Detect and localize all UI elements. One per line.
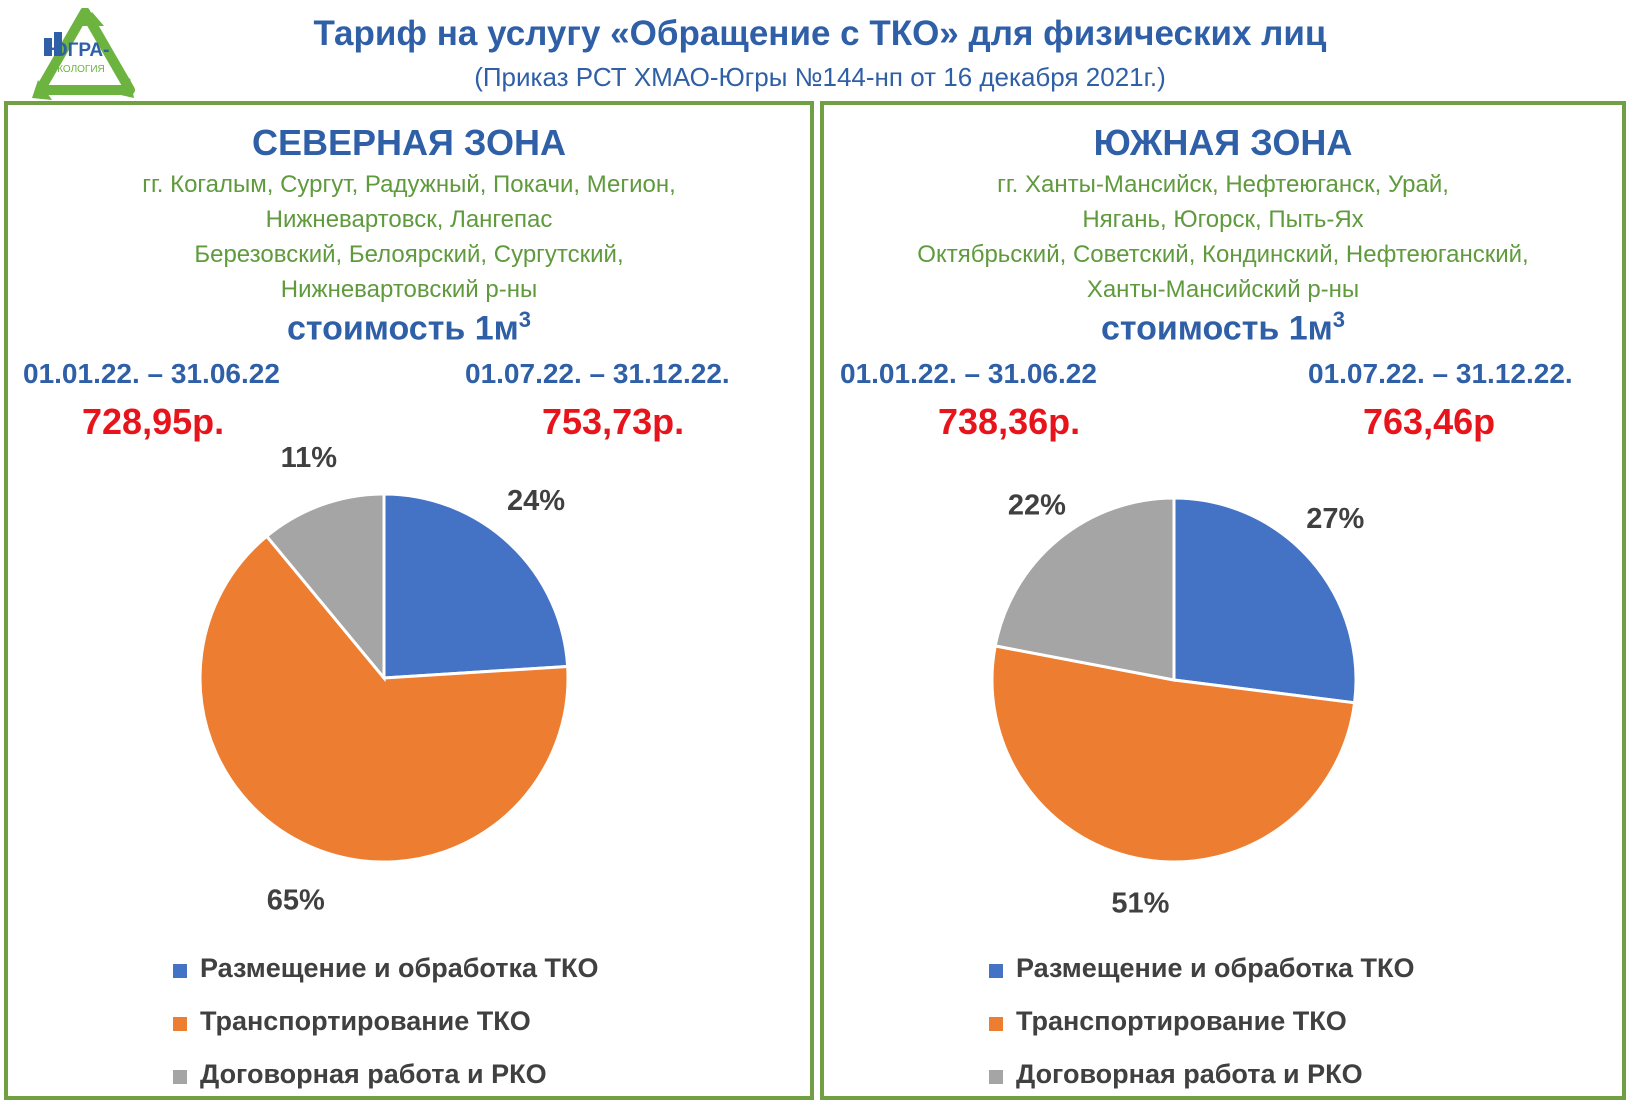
slice-transportation: [990, 644, 1357, 864]
legend-swatch-orange: [989, 1017, 1003, 1031]
legend-swatch-gray: [989, 1070, 1003, 1084]
recycle-logo-icon: ЮГРА- ЭКОЛОГИЯ: [32, 7, 135, 100]
cost-heading: стоимость 1м3: [8, 307, 810, 348]
zone-cities: гг. Ханты-Мансийск, Нефтеюганск, Урай, Н…: [824, 167, 1622, 307]
period-1-price: 738,36р.: [938, 401, 1081, 442]
slice-transportation: [198, 534, 570, 864]
cities-line: Октябрьский, Советский, Кондинский, Нефт…: [917, 241, 1529, 268]
cities-line: гг. Когалым, Сургут, Радужный, Покачи, М…: [142, 171, 676, 198]
period-2-label: 01.07.22. – 31.12.22.: [1308, 358, 1573, 389]
cost-label: стоимость 1м: [286, 309, 519, 348]
zone-title: СЕВЕРНАЯ ЗОНА: [252, 122, 566, 163]
period-2-price: 753,73р.: [542, 401, 685, 442]
page-subtitle: (Приказ РСТ ХМАО-Югры №144-нп от 16 дека…: [474, 62, 1166, 92]
slice-data-label: 65%: [267, 885, 325, 917]
slice-data-label: 22%: [1008, 489, 1066, 521]
slice-contract-work: [264, 492, 386, 683]
slice-placement-processing: [1172, 496, 1358, 705]
zone-title: ЮЖНАЯ ЗОНА: [1093, 122, 1353, 163]
legend-label: Договорная работа и РКО: [200, 1059, 547, 1089]
period-1-label: 01.01.22. – 31.06.22: [840, 358, 1097, 389]
zone-cities: гг. Когалым, Сургут, Радужный, Покачи, М…: [8, 167, 810, 307]
cities-line: Березовский, Белоярский, Сургутский,: [194, 241, 624, 268]
cost-heading: стоимость 1м3: [824, 307, 1622, 348]
legend-swatch-orange: [173, 1017, 187, 1031]
north-pie-chart: 24% 65% 11%: [198, 442, 570, 917]
legend-swatch-gray: [173, 1070, 187, 1084]
cities-line: Нягань, Югорск, Пыть-Ях: [1082, 206, 1364, 233]
cost-superscript: 3: [518, 307, 532, 332]
period-2-label: 01.07.22. – 31.12.22.: [465, 358, 730, 389]
period-1-label: 01.01.22. – 31.06.22: [23, 358, 280, 389]
legend-swatch-blue: [989, 964, 1003, 978]
slice-data-label: 24%: [507, 485, 565, 517]
slice-data-label: 51%: [1111, 887, 1169, 919]
slice-placement-processing: [382, 492, 570, 680]
south-zone-panel: ЮЖНАЯ ЗОНА гг. Ханты-Мансийск, Нефтеюган…: [820, 101, 1626, 1100]
slice-data-label: 27%: [1306, 503, 1364, 535]
cities-line: Нижневартовск, Лангепас: [265, 206, 553, 233]
legend-swatch-blue: [173, 964, 187, 978]
legend-label: Транспортирование ТКО: [1016, 1006, 1347, 1036]
company-logo: ЮГРА- ЭКОЛОГИЯ: [30, 7, 140, 104]
period-1-price: 728,95р.: [82, 401, 225, 442]
cities-line: Нижневартовский р-ны: [280, 276, 538, 303]
slice-data-label: 11%: [281, 442, 338, 474]
legend-label: Размещение и обработка ТКО: [200, 953, 599, 983]
cost-superscript: 3: [1332, 307, 1346, 332]
page-title: Тариф на услугу «Обращение с ТКО» для фи…: [313, 14, 1327, 53]
legend-label: Договорная работа и РКО: [1016, 1059, 1363, 1089]
legend-label: Транспортирование ТКО: [200, 1006, 531, 1036]
period-2-price: 763,46р: [1363, 401, 1496, 442]
legend-label: Размещение и обработка ТКО: [1016, 953, 1415, 983]
north-zone-panel: СЕВЕРНАЯ ЗОНА гг. Когалым, Сургут, Радуж…: [4, 101, 814, 1100]
cost-label: стоимость 1м: [1100, 309, 1333, 348]
logo-text-top: ЮГРА-: [48, 40, 109, 61]
south-pie-chart: 27% 51% 22%: [990, 489, 1365, 919]
cities-line: гг. Ханты-Мансийск, Нефтеюганск, Урай,: [997, 171, 1449, 198]
slice-contract-work: [993, 496, 1176, 682]
logo-text-bottom: ЭКОЛОГИЯ: [50, 64, 105, 75]
cities-line: Ханты-Мансийский р-ны: [1086, 276, 1360, 303]
